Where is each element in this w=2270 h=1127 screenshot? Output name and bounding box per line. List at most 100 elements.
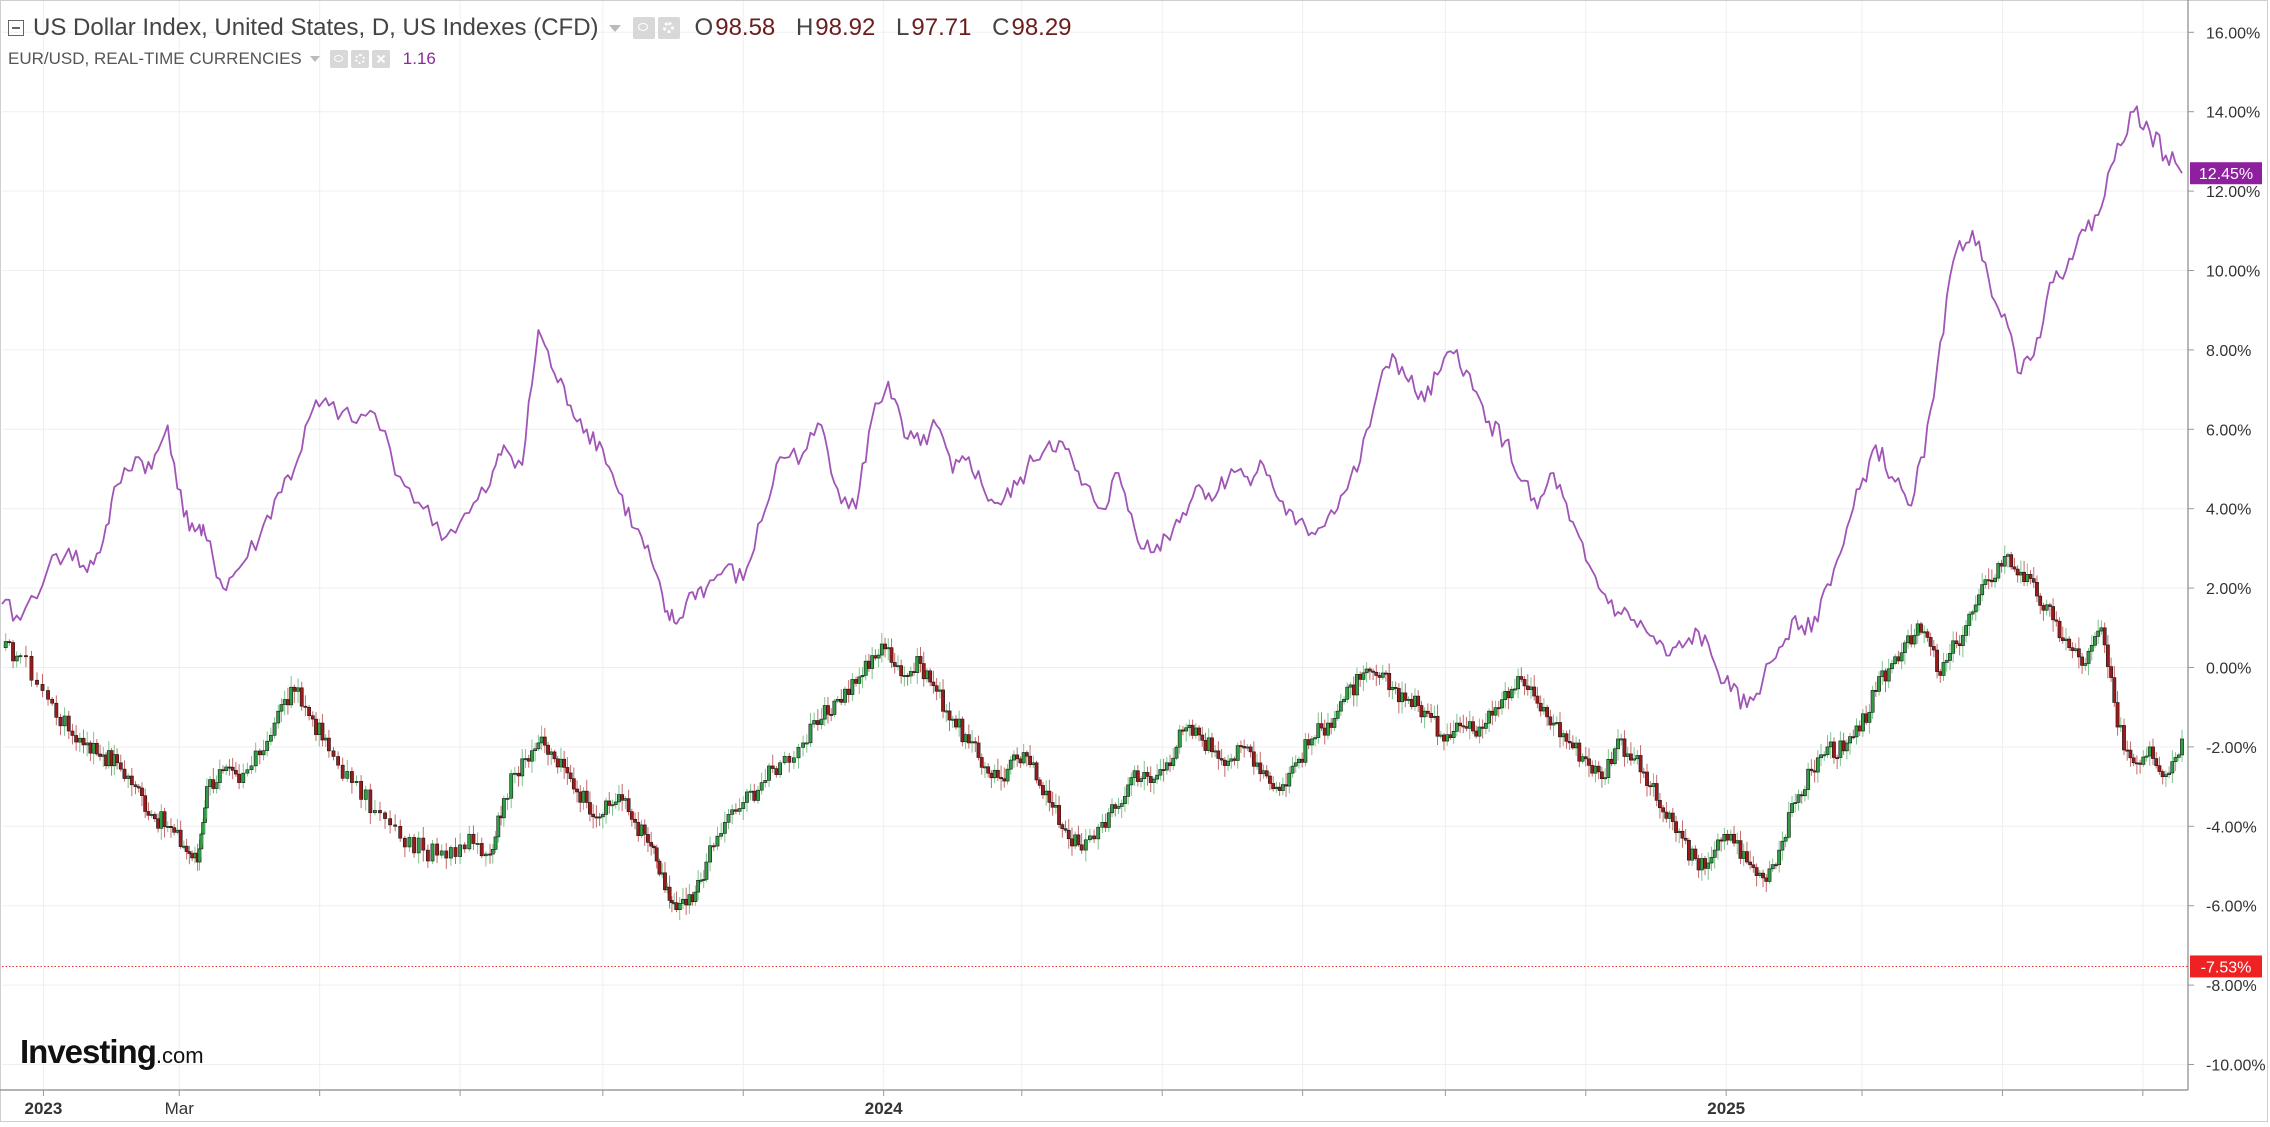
candle bbox=[1034, 760, 1039, 784]
y-axis: 16.00% 14.00% 12.00% 10.00% 8.00% 6.00% 4.00% 2… bbox=[2188, 25, 2266, 1075]
candle-body bbox=[340, 764, 345, 779]
candle bbox=[1590, 760, 1595, 777]
candle bbox=[2157, 756, 2162, 775]
candle-body bbox=[2167, 772, 2172, 775]
candle bbox=[1297, 756, 1301, 769]
candle bbox=[2035, 575, 2039, 603]
candle-body bbox=[317, 722, 322, 735]
candle bbox=[908, 666, 913, 684]
dxy-last-label-bg bbox=[2190, 955, 2262, 978]
candle-body bbox=[2028, 574, 2033, 579]
candle-body bbox=[512, 772, 517, 775]
candle bbox=[310, 711, 315, 727]
main-series-title[interactable]: US Dollar Index, United States, D, US In… bbox=[33, 14, 599, 41]
candle-body bbox=[889, 647, 894, 663]
close-icon[interactable] bbox=[371, 50, 390, 68]
candle-body bbox=[594, 816, 599, 819]
candle bbox=[1764, 874, 1769, 892]
eye-icon[interactable] bbox=[632, 17, 655, 39]
candle bbox=[66, 711, 71, 740]
candle bbox=[1002, 767, 1007, 788]
candle-body bbox=[1774, 864, 1778, 867]
open-value: 98.58 bbox=[715, 14, 776, 41]
candle-body bbox=[1993, 577, 1997, 583]
candle bbox=[1206, 728, 1211, 754]
candle bbox=[584, 779, 589, 809]
candle-body bbox=[2134, 762, 2139, 765]
candle bbox=[1345, 682, 1350, 704]
candle bbox=[2115, 691, 2120, 736]
candle bbox=[730, 804, 735, 825]
candle-body bbox=[1841, 740, 1846, 752]
eye-icon[interactable] bbox=[329, 50, 348, 68]
candle bbox=[1941, 652, 1946, 681]
close-value: 98.29 bbox=[1011, 14, 1072, 41]
gear-icon[interactable] bbox=[657, 17, 680, 39]
candle-body bbox=[941, 689, 945, 712]
candle-body bbox=[165, 825, 170, 828]
candle bbox=[2160, 769, 2165, 785]
candle-body bbox=[1210, 737, 1214, 753]
candle bbox=[1088, 828, 1092, 843]
candle bbox=[835, 695, 840, 704]
candle bbox=[693, 885, 698, 906]
candle bbox=[1367, 666, 1372, 680]
overlay-series-title[interactable]: EUR/USD, REAL-TIME CURRENCIES bbox=[8, 49, 302, 68]
candle-body bbox=[1451, 730, 1456, 738]
candle bbox=[1008, 756, 1013, 775]
candle-body bbox=[471, 833, 476, 844]
candle-body bbox=[1116, 806, 1121, 809]
candle-body bbox=[1332, 718, 1337, 728]
candle-body bbox=[35, 679, 39, 685]
candle bbox=[1210, 732, 1214, 758]
candle bbox=[14, 651, 19, 668]
candle bbox=[770, 754, 775, 773]
candle-body bbox=[701, 879, 706, 881]
eurusd-line bbox=[1, 105, 2183, 710]
candle-body bbox=[770, 765, 775, 769]
candle-body bbox=[1002, 778, 1007, 782]
candle-body bbox=[1619, 738, 1624, 741]
candle bbox=[774, 766, 779, 778]
candle-body bbox=[526, 758, 531, 762]
candle-body bbox=[756, 789, 760, 801]
candle bbox=[383, 810, 387, 829]
candle-body bbox=[1680, 830, 1685, 839]
candle-body bbox=[1050, 802, 1055, 808]
candle bbox=[870, 647, 875, 680]
candle bbox=[323, 734, 328, 747]
chevron-down-icon[interactable] bbox=[309, 56, 320, 62]
candle-body bbox=[1135, 770, 1140, 782]
candle bbox=[1348, 682, 1353, 698]
candle bbox=[1387, 663, 1392, 698]
candle-body bbox=[626, 798, 631, 812]
candle-body bbox=[199, 833, 204, 850]
candle bbox=[1812, 759, 1817, 783]
candle-body bbox=[607, 800, 612, 806]
candle-body bbox=[1083, 839, 1088, 851]
candle-body bbox=[458, 844, 462, 857]
candle bbox=[439, 844, 444, 859]
candle bbox=[536, 734, 541, 752]
collapse-icon[interactable] bbox=[8, 20, 24, 36]
candle-body bbox=[1899, 652, 1904, 662]
candle bbox=[1219, 748, 1224, 766]
candle bbox=[591, 804, 596, 829]
candle bbox=[1005, 764, 1010, 785]
candle-body bbox=[490, 849, 495, 855]
candle-body bbox=[1725, 833, 1730, 841]
candle bbox=[425, 844, 430, 868]
chevron-down-icon[interactable] bbox=[608, 24, 621, 32]
gear-icon[interactable] bbox=[350, 50, 369, 68]
candle bbox=[1661, 805, 1666, 823]
candle-body bbox=[1967, 613, 1972, 626]
candle bbox=[490, 844, 495, 864]
candle-body bbox=[2083, 663, 2088, 666]
candle-body bbox=[1919, 623, 1923, 633]
candle bbox=[1580, 753, 1585, 764]
candle bbox=[1190, 719, 1195, 740]
candle bbox=[600, 811, 605, 829]
candle bbox=[1967, 611, 1972, 637]
